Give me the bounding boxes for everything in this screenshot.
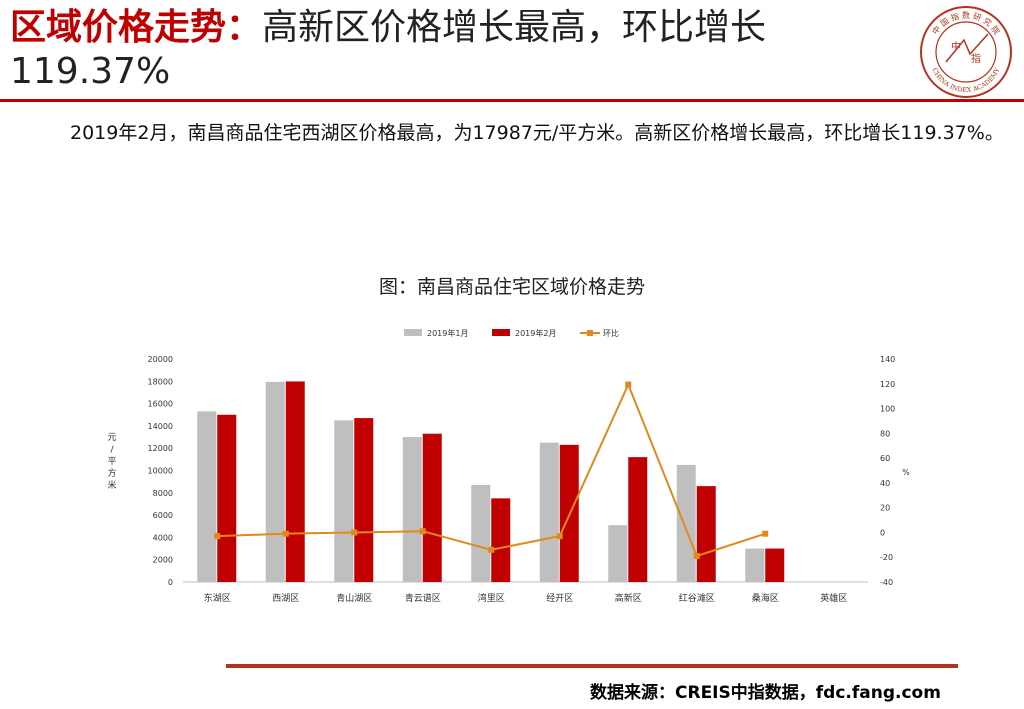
page-title: 区域价格走势：高新区价格增长最高，环比增长119.37% (10, 6, 910, 94)
bar-feb (285, 381, 305, 582)
x-tick-label: 青山湖区 (336, 592, 372, 604)
x-tick-label: 湾里区 (478, 592, 505, 604)
y-tick-label: 10000 (148, 467, 173, 476)
y-tick-label: 18000 (148, 377, 173, 386)
y2-tick-label: 100 (880, 405, 895, 414)
y-tick-label: 20000 (148, 355, 173, 364)
y2-axis-label: % (902, 468, 910, 477)
y-axis-label-char: 元 (107, 433, 116, 443)
bar-feb (765, 548, 785, 582)
logo-trend-icon (945, 33, 989, 63)
y-axis-label-char: 平 (107, 456, 116, 467)
bar-jan (608, 525, 628, 582)
price-trend-chart: 0 2000 4000 6000 8000 10000 12000 14000 16000 180… (107, 328, 910, 604)
title-divider (0, 99, 1024, 102)
bar-feb (354, 418, 374, 582)
legend-swatch-1 (492, 329, 510, 336)
x-tick-label: 桑海区 (752, 592, 779, 604)
china-index-academy-logo: 中 国 指 数 研 究 院 CHINA INDEX ACADEMY 中 指 (920, 6, 1012, 98)
bar-jan (745, 548, 765, 582)
title-highlight: 区域价格走势： (10, 7, 263, 48)
legend-swatch-marker (587, 330, 593, 336)
y-tick-label: 14000 (148, 422, 173, 431)
y2-tick-label: 20 (880, 504, 890, 513)
summary-paragraph: 2019年2月，南昌商品住宅西湖区价格最高，为17987元/平方米。高新区价格增… (70, 122, 1004, 144)
mom-marker (625, 381, 632, 388)
bar-jan (197, 411, 217, 582)
y2-tick-label: 40 (880, 479, 890, 488)
footer-divider (226, 664, 958, 668)
bar-jan (539, 442, 559, 582)
bar-jan (334, 420, 354, 582)
x-tick-label: 红谷滩区 (679, 592, 715, 604)
mom-marker (762, 530, 769, 537)
y-tick-label: 16000 (148, 400, 173, 409)
y-tick-label: 4000 (153, 533, 173, 542)
title-text: 高新区价格增长最高，环比增长119.37% (10, 7, 767, 92)
bar-feb (491, 498, 511, 582)
bar-feb (628, 457, 648, 582)
mom-marker (214, 533, 221, 540)
mom-marker (488, 546, 495, 553)
y2-tick-label: 80 (880, 429, 890, 438)
x-tick-label: 青云谱区 (405, 592, 441, 604)
y-tick-label: 2000 (153, 556, 173, 565)
chart-title: 图：南昌商品住宅区域价格走势 (378, 276, 645, 298)
x-tick-label: 西湖区 (272, 593, 299, 604)
legend-swatch-0 (404, 329, 422, 336)
legend-label: 2019年2月 (515, 328, 556, 338)
y2-tick-label: 0 (880, 528, 885, 537)
logo-mark-b: 指 (971, 52, 981, 65)
y2-tick-label: 60 (880, 454, 890, 463)
x-tick-label: 经开区 (546, 592, 573, 604)
y2-tick-label: 120 (880, 380, 895, 389)
logo-mark-a: 中 (951, 40, 961, 53)
mom-marker (693, 552, 700, 559)
x-tick-label: 东湖区 (204, 592, 231, 604)
y-axis-label-char: 方 (107, 467, 116, 479)
bar-feb (696, 486, 716, 582)
y2-tick-label: -20 (880, 553, 893, 562)
y-axis-label-char: 米 (107, 479, 116, 491)
bar-jan (265, 381, 285, 582)
y-tick-label: 12000 (148, 444, 173, 453)
bar-feb (217, 414, 237, 582)
y-tick-label: 6000 (153, 511, 173, 520)
bar-feb (422, 433, 442, 582)
y-axis-label-char: / (110, 445, 114, 455)
y2-tick-label: -40 (880, 578, 893, 587)
bar-jan (402, 437, 422, 582)
y-tick-label: 8000 (153, 489, 173, 498)
x-tick-label: 高新区 (615, 592, 642, 604)
legend-label: 环比 (603, 328, 619, 338)
legend-label: 2019年1月 (427, 328, 468, 338)
mom-marker (351, 529, 358, 536)
x-tick-label: 英雄区 (820, 592, 847, 604)
data-source: 数据来源：CREIS中指数据，fdc.fang.com (590, 683, 941, 703)
mom-marker (282, 530, 289, 537)
y-tick-label: 0 (168, 578, 173, 587)
mom-marker (419, 528, 426, 535)
y2-tick-label: 140 (880, 355, 895, 364)
mom-marker (556, 533, 563, 540)
bar-jan (676, 464, 696, 582)
bar-jan (471, 484, 491, 582)
